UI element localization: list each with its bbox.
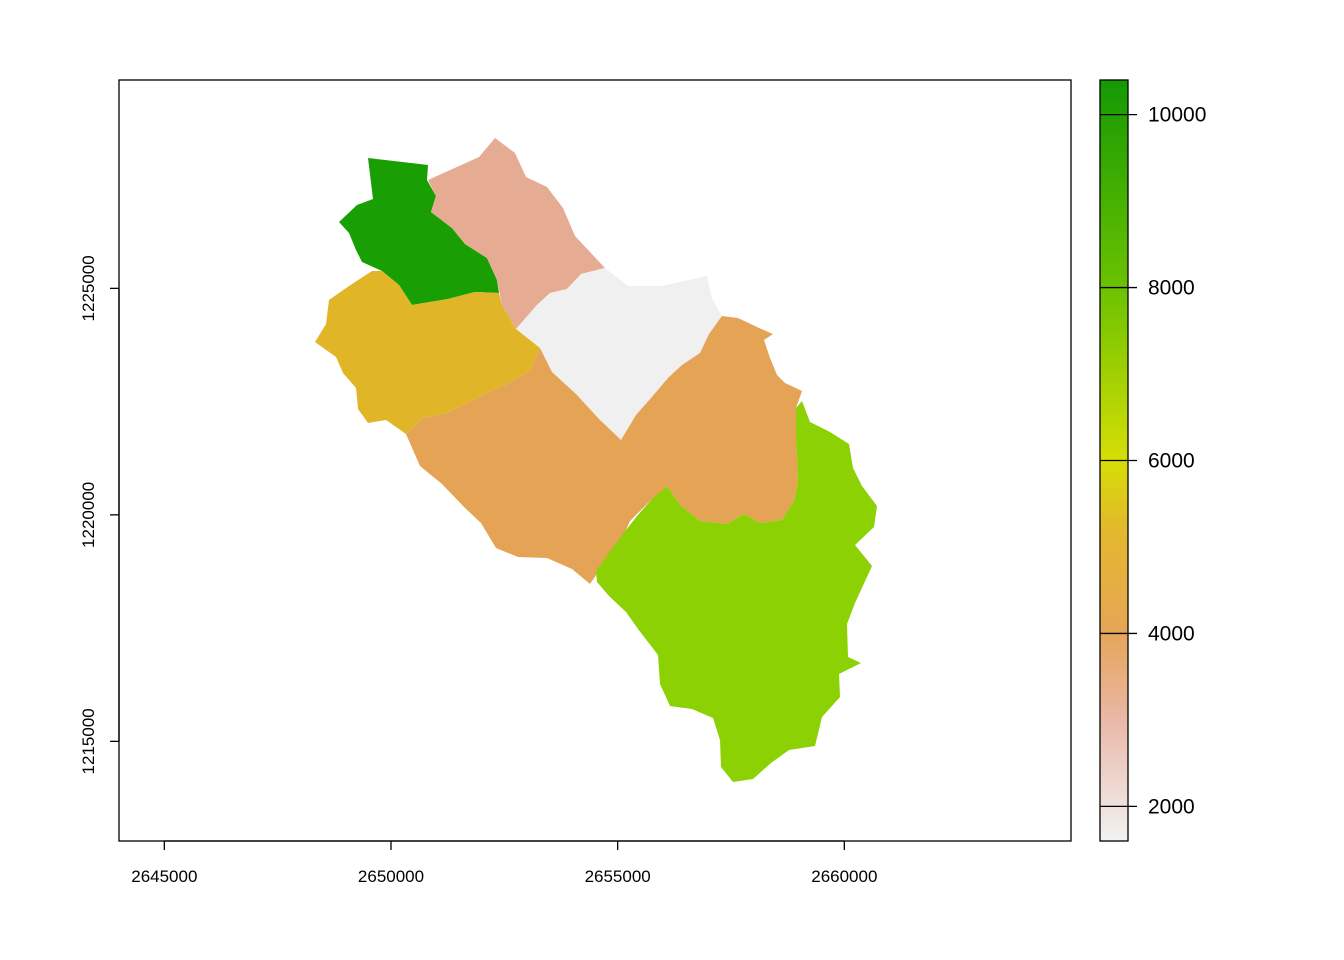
region-northwest-green [339,158,499,305]
x-tick-label: 2645000 [131,867,197,886]
colorbar-tick-label: 8000 [1148,277,1195,300]
map-regions [315,138,877,782]
colorbar-tick-label: 2000 [1148,795,1195,818]
region-west-yellow [315,271,540,434]
colorbar: 2000 4000 6000 8000 10000 [1099,79,1206,842]
y-tick-label: 1225000 [79,255,98,321]
region-southeast-lime [596,401,877,782]
colorbar-tick-label: 6000 [1148,450,1195,473]
colorbar-tick-label: 10000 [1148,104,1206,127]
x-tick-label: 2655000 [585,867,651,886]
colorbar-tick-label: 4000 [1148,622,1195,645]
y-axis: 1215000 1220000 1225000 [79,255,120,774]
y-tick-label: 1215000 [79,708,98,774]
colorbar-ticks: 2000 4000 6000 8000 10000 [1100,104,1206,818]
y-tick-label: 1220000 [79,482,98,548]
region-center-grey [516,268,722,440]
x-axis: 2645000 2650000 2655000 2660000 [131,840,877,886]
x-tick-label: 2650000 [358,867,424,886]
x-tick-label: 2660000 [811,867,877,886]
region-central-orange [406,316,802,584]
region-north-pink [428,138,605,329]
